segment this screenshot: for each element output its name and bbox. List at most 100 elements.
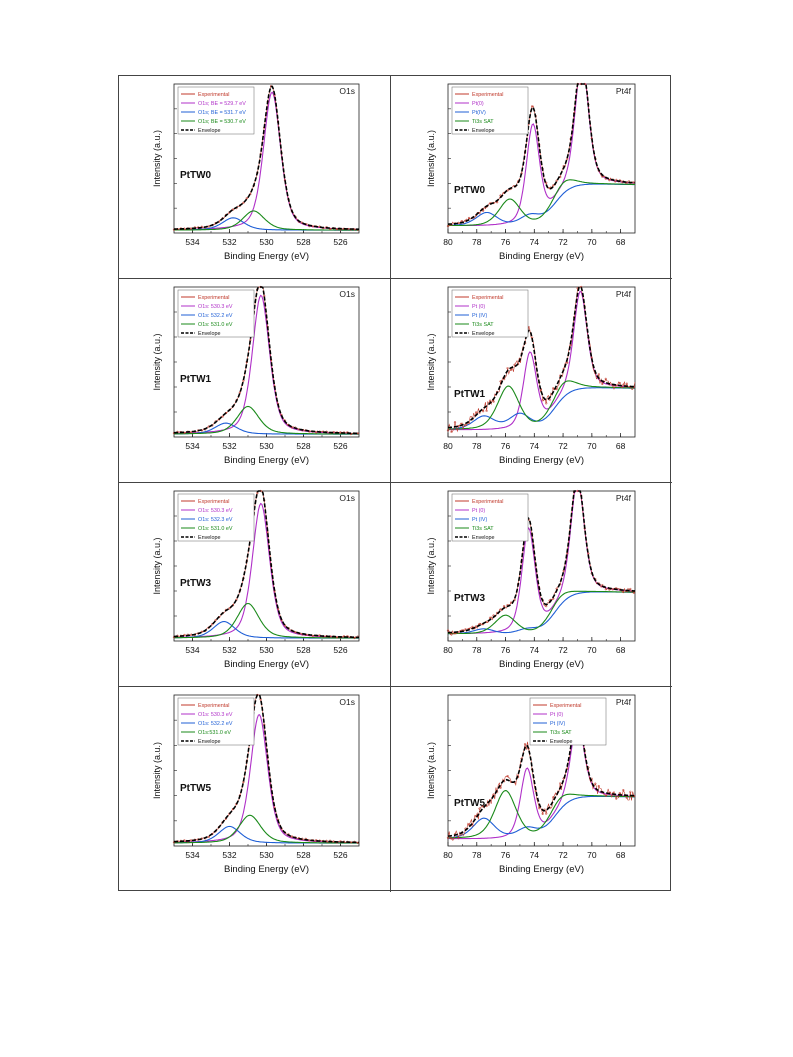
x-tick-label: 80 [443, 850, 453, 860]
y-axis-label: Intensity (a.u.) [426, 537, 436, 594]
experimental-point [453, 421, 457, 424]
experimental-point [450, 837, 453, 840]
x-tick-label: 68 [616, 441, 626, 451]
panel-tag: O1s [339, 289, 355, 299]
experimental-point [594, 782, 597, 785]
legend-entry: Envelope [472, 128, 494, 134]
legend-entry: Envelope [198, 331, 220, 337]
legend-entry: O1s; BE = 530.7 eV [198, 119, 246, 125]
experimental-point [464, 423, 467, 427]
y-axis-label: Intensity (a.u.) [152, 130, 162, 187]
experimental-point [308, 839, 311, 842]
x-tick-label: 68 [616, 850, 626, 860]
x-tick-label: 70 [587, 441, 597, 451]
envelope-line [174, 694, 360, 844]
legend-entry: Pt(0) [472, 101, 484, 107]
experimental-point [474, 411, 478, 414]
sample-label: PtTW1 [454, 389, 486, 400]
panel-pt4f-pttw5: 80 78 76 74 72 70 68 Binding Energy (eV) Intensi… [391, 687, 672, 892]
experimental-point [622, 383, 625, 386]
experimental-point [509, 368, 513, 372]
experimental-point [485, 409, 488, 412]
legend-entry: Experimental [198, 92, 229, 98]
experimental-point [245, 197, 248, 200]
xps-chart-svg: 80 78 76 74 72 70 68 Binding Energy (eV) Intensi… [426, 694, 636, 875]
legend-entry: Experimental [198, 295, 229, 301]
experimental-point [446, 429, 450, 432]
panel-tag: Pt4f [616, 493, 632, 503]
experimental-point [597, 373, 600, 376]
experimental-point [488, 399, 492, 402]
experimental-point [555, 179, 558, 182]
series-line-3 [174, 210, 359, 231]
legend-entry: O1s: 532.3 eV [198, 517, 233, 523]
experimental-point [538, 807, 541, 810]
experimental-point [513, 363, 516, 366]
envelope-line [447, 286, 636, 429]
experimental-point [502, 605, 506, 608]
series-line-3 [173, 405, 359, 435]
x-tick-label: 80 [443, 645, 453, 655]
x-tick-label: 534 [185, 237, 199, 247]
panel-pt4f-pttw1: 80 78 76 74 72 70 68 Binding Energy (eV) Intensi… [391, 279, 672, 483]
x-tick-label: 80 [443, 441, 453, 451]
legend: Experimental O1s: 530.3 eV O1s: 532.2 eV O1… [177, 697, 255, 746]
legend-entry: Pt(IV) [472, 110, 486, 116]
experimental-point [228, 607, 231, 610]
x-tick-label: 526 [333, 645, 347, 655]
legend-entry: Experimental [472, 92, 503, 98]
x-tick-label: 528 [296, 237, 310, 247]
legend-entry: O1s; BE = 529.7 eV [198, 101, 246, 107]
series-line-3 [174, 814, 359, 844]
experimental-point [559, 782, 562, 785]
experimental-point [221, 415, 224, 418]
experimental-point [481, 209, 485, 212]
xps-figure-grid: 534 532 530 528 526 Binding Energy (eV) Intens… [118, 75, 672, 892]
x-axis-label: Binding Energy (eV) [499, 251, 584, 262]
legend: Experimental Pt (0) Pt (IV) Ti3s SAT Envelop… [529, 697, 607, 746]
experimental-point [335, 636, 339, 639]
legend-entry: Pt (IV) [472, 313, 487, 319]
experimental-point [622, 590, 625, 594]
experimental-point [492, 400, 495, 403]
series-line-1 [448, 83, 635, 227]
experimental-point [552, 796, 555, 799]
legend-entry: Envelope [472, 331, 494, 337]
x-tick-label: 528 [296, 441, 310, 451]
experimental-point [545, 402, 548, 405]
experimental-point [541, 399, 544, 402]
legend-entry: Envelope [198, 128, 220, 134]
panel-pt4f-pttw0: 80 78 76 74 72 70 68 Binding Energy (eV) Intensi… [391, 76, 672, 279]
experimental-point [622, 789, 625, 792]
panel-o1s-pttw1: 534 532 530 528 526 Binding Energy (eV) Intens… [119, 279, 391, 483]
experimental-point [548, 398, 551, 401]
legend-entry: O1s: 531.0 eV [198, 526, 233, 532]
x-tick-label: 532 [222, 237, 236, 247]
experimental-point [618, 381, 621, 385]
experimental-point [457, 837, 460, 840]
series-line-3 [448, 380, 635, 430]
series-line-2 [174, 825, 359, 844]
x-tick-label: 72 [558, 645, 568, 655]
experimental-point [467, 216, 471, 220]
legend-entry: Ti3s SAT [472, 322, 494, 328]
legend: Experimental Pt(0) Pt(IV) Ti3s SAT Envelope [451, 86, 529, 135]
envelope-line [173, 490, 359, 639]
sample-label: PtTW5 [180, 783, 212, 794]
experimental-point [446, 836, 450, 839]
x-tick-label: 78 [472, 645, 482, 655]
series-line-3 [448, 179, 635, 227]
experimental-point [474, 625, 478, 628]
legend-box [529, 697, 607, 746]
legend-entry: Pt (0) [472, 508, 485, 514]
experimental-point [534, 789, 537, 793]
x-tick-label: 76 [501, 645, 511, 655]
experimental-point [615, 797, 618, 800]
experimental-point [604, 794, 607, 797]
experimental-point [446, 224, 450, 228]
legend-entry: Envelope [198, 535, 220, 541]
legend-box [177, 493, 255, 542]
legend-entry: Experimental [198, 499, 229, 505]
x-axis-label: Binding Energy (eV) [499, 455, 584, 466]
x-tick-label: 530 [259, 850, 273, 860]
